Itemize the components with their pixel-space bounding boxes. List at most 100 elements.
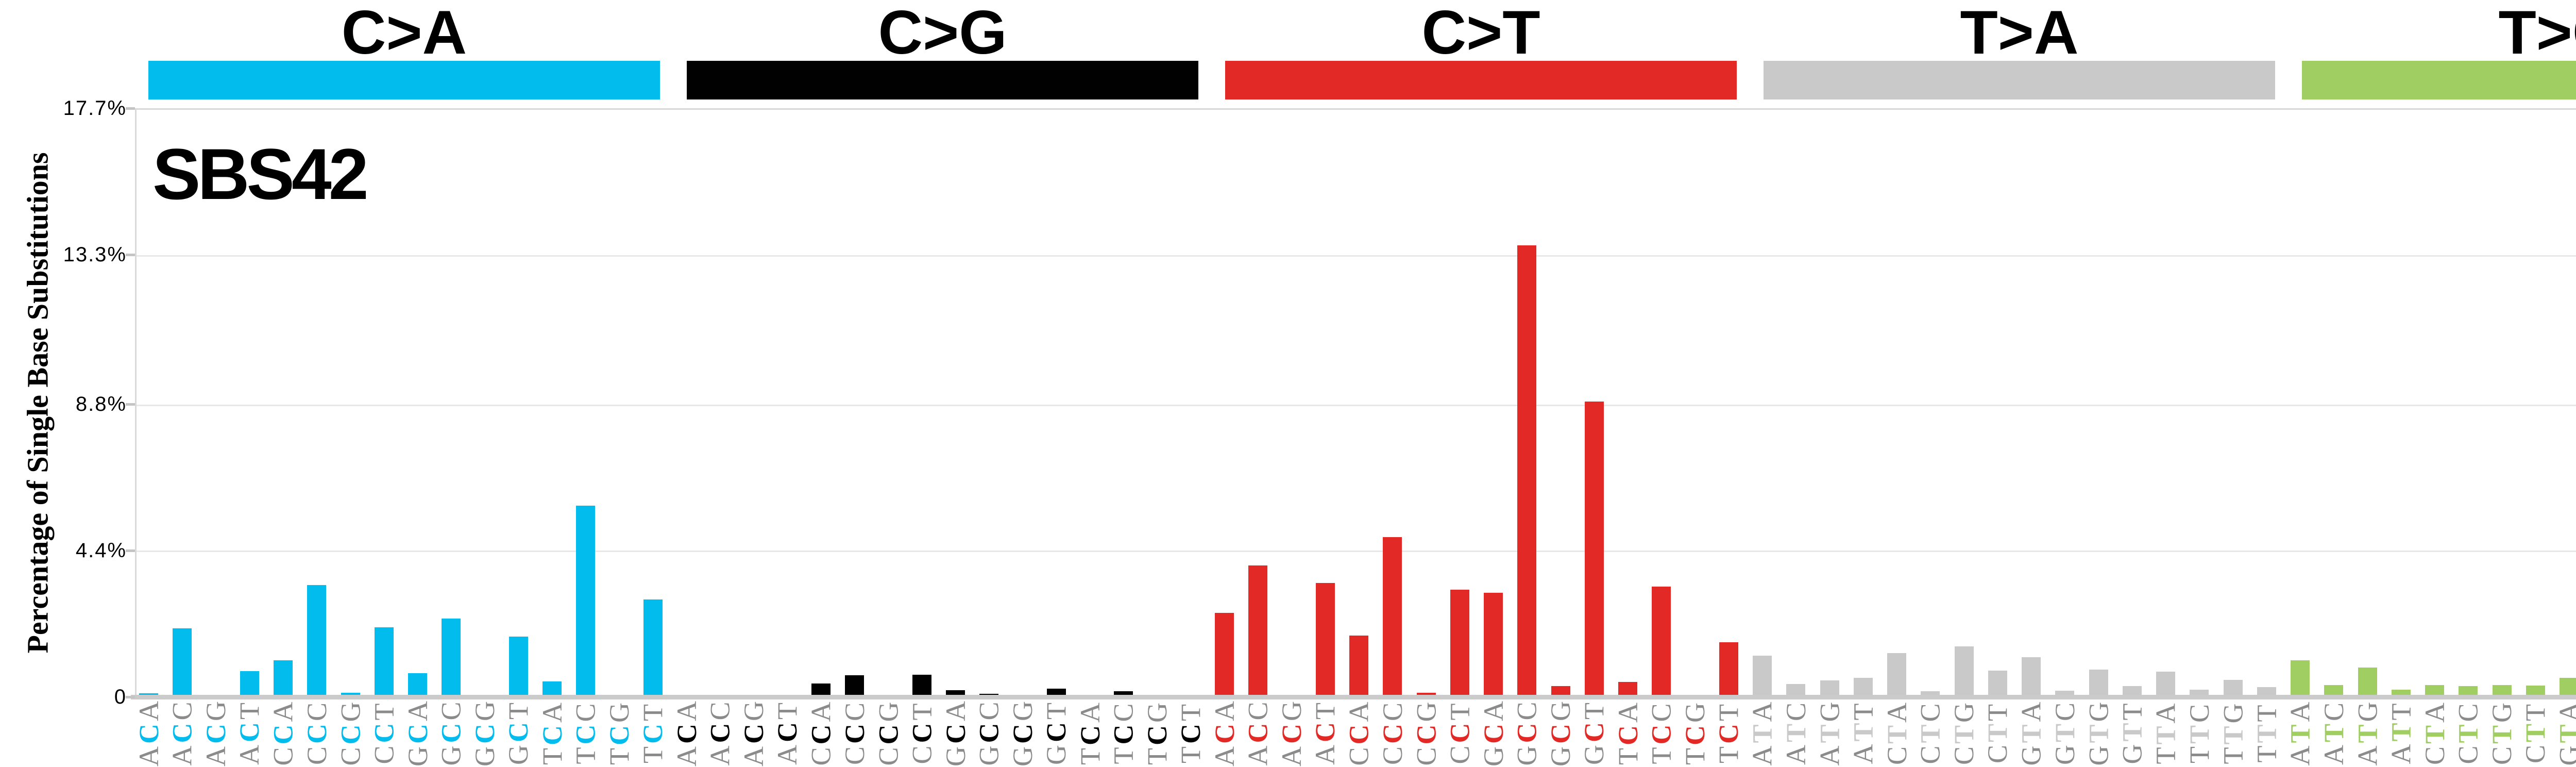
- bar-t-to-c-atc: [2324, 685, 2344, 697]
- y-tick-label-13.3: 13.3%: [63, 243, 127, 266]
- x-label-text: GTT: [2116, 701, 2148, 764]
- x-label-text: CCG: [1411, 699, 1442, 766]
- x-label-text: GCC: [973, 699, 1005, 766]
- x-label-t-to-c-gta: GTA: [2552, 698, 2576, 767]
- x-label-text: ACC: [1242, 699, 1274, 766]
- bar-c-to-t-gcc: [1517, 245, 1537, 697]
- bar-t-to-a-ttg: [2223, 679, 2243, 697]
- x-label-t-to-a-gta: GTA: [2014, 698, 2048, 767]
- x-label-c-to-a-gca: GCA: [401, 698, 434, 767]
- header-block-c-to-a: [148, 61, 660, 99]
- bar-c-to-t-cct: [1450, 590, 1469, 697]
- x-label-c-to-g-aca: ACA: [670, 698, 703, 767]
- x-label-c-to-g-gcg: GCG: [1006, 698, 1040, 767]
- x-label-text: ACA: [671, 698, 702, 766]
- x-label-c-to-a-cct: CCT: [367, 698, 401, 767]
- bar-t-to-a-ctt: [1988, 671, 2007, 697]
- bar-c-to-g-cca: [811, 683, 831, 697]
- bar-c-to-t-tcc: [1652, 586, 1671, 697]
- x-label-t-to-c-atc: ATC: [2317, 698, 2350, 767]
- x-label-text: TTC: [2183, 701, 2215, 764]
- x-label-text: ACT: [772, 700, 803, 765]
- x-label-c-to-a-gcc: GCC: [434, 698, 468, 767]
- x-label-c-to-g-cct: CCT: [905, 698, 939, 767]
- x-label-c-to-a-acg: ACG: [199, 698, 233, 767]
- bar-t-to-c-ctg: [2492, 685, 2512, 697]
- x-label-t-to-a-gtc: GTC: [2048, 698, 2081, 767]
- x-label-c-to-g-ccc: CCC: [838, 698, 871, 767]
- x-label-t-to-c-cta: CTA: [2418, 698, 2451, 767]
- bar-t-to-a-att: [1853, 677, 1873, 697]
- x-label-text: ACT: [1310, 700, 1341, 765]
- x-label-t-to-a-ttc: TTC: [2182, 698, 2216, 767]
- x-label-t-to-c-atg: ATG: [2351, 698, 2384, 767]
- header-block-c-to-t: [1225, 61, 1737, 99]
- x-label-text: ACT: [234, 700, 265, 765]
- x-label-text: TTA: [2150, 701, 2181, 764]
- x-label-c-to-g-cca: CCA: [804, 698, 838, 767]
- bar-c-to-a-tct: [643, 599, 663, 697]
- y-tick-mark-17.7: [126, 107, 135, 110]
- x-label-t-to-c-ata: ATA: [2283, 698, 2317, 767]
- x-label-text: GCT: [503, 700, 534, 765]
- x-label-c-to-t-tca: TCA: [1611, 698, 1645, 767]
- x-label-text: CTC: [2452, 701, 2484, 764]
- x-label-c-to-t-tct: TCT: [1712, 698, 1745, 767]
- x-label-t-to-c-ctc: CTC: [2451, 698, 2485, 767]
- x-label-text: TCT: [637, 702, 669, 763]
- bar-t-to-c-atg: [2358, 668, 2377, 697]
- bar-c-to-t-ccc: [1383, 537, 1402, 697]
- header-label-t-to-c: T>C: [2498, 0, 2576, 67]
- bar-t-to-c-ctc: [2459, 686, 2478, 697]
- bar-t-to-c-ctt: [2526, 686, 2545, 697]
- x-label-t-to-a-atg: ATG: [1813, 698, 1846, 767]
- x-label-t-to-a-gtg: GTG: [2082, 698, 2115, 767]
- x-label-c-to-g-tcc: TCC: [1107, 698, 1140, 767]
- x-label-text: GCA: [940, 698, 971, 766]
- bar-c-to-t-gct: [1584, 402, 1604, 697]
- x-label-text: TCG: [1680, 700, 1711, 765]
- x-label-t-to-a-gtt: GTT: [2115, 698, 2149, 767]
- x-label-text: ATT: [2385, 701, 2417, 764]
- x-label-text: GCT: [1579, 700, 1610, 765]
- x-label-text: TCC: [1108, 701, 1139, 764]
- y-tick-mark-4.4: [126, 549, 135, 553]
- y-tick-label-17.7: 17.7%: [63, 97, 127, 120]
- bar-c-to-t-aca: [1215, 613, 1234, 697]
- x-label-text: CTC: [1914, 701, 1946, 764]
- x-label-c-to-t-ccc: CCC: [1376, 698, 1409, 767]
- bar-c-to-a-tcc: [576, 506, 596, 697]
- x-label-text: ATA: [1747, 699, 1778, 766]
- x-label-c-to-t-ccg: CCG: [1410, 698, 1443, 767]
- header-label-t-to-a: T>A: [1960, 0, 2079, 67]
- bar-c-to-a-cct: [374, 627, 394, 697]
- x-label-c-to-g-gct: GCT: [1040, 698, 1073, 767]
- y-tick-mark-8.8: [126, 403, 135, 406]
- bar-c-to-a-acc: [173, 628, 192, 697]
- header-block-c-to-g: [687, 61, 1198, 99]
- bar-t-to-a-tta: [2156, 672, 2175, 697]
- x-label-text: TCA: [1074, 700, 1106, 765]
- x-label-t-to-c-att: ATT: [2384, 698, 2418, 767]
- x-label-text: TCC: [1646, 701, 1677, 764]
- bar-c-to-g-gct: [1046, 688, 1066, 697]
- header-block-t-to-a: [1764, 61, 2275, 99]
- x-label-c-to-g-gca: GCA: [939, 698, 972, 767]
- x-label-text: GTA: [2015, 699, 2047, 766]
- x-label-text: GTC: [2049, 699, 2080, 765]
- x-label-c-to-a-tct: TCT: [636, 698, 670, 767]
- bar-c-to-a-cca: [274, 660, 293, 697]
- x-label-c-to-a-gct: GCT: [502, 698, 535, 767]
- x-label-t-to-a-atc: ATC: [1779, 698, 1812, 767]
- bar-c-to-g-tcc: [1114, 691, 1133, 697]
- x-label-text: CCA: [805, 699, 837, 766]
- bar-c-to-a-tca: [543, 681, 562, 697]
- x-label-text: TCA: [1612, 700, 1643, 765]
- x-label-text: CTA: [2419, 699, 2450, 765]
- x-label-text: CTG: [2486, 699, 2518, 765]
- x-label-text: TTG: [2217, 701, 2249, 764]
- header-label-c-to-a: C>A: [341, 0, 467, 67]
- x-label-t-to-a-ttt: TTT: [2250, 698, 2283, 767]
- x-label-text: GTA: [2553, 699, 2576, 765]
